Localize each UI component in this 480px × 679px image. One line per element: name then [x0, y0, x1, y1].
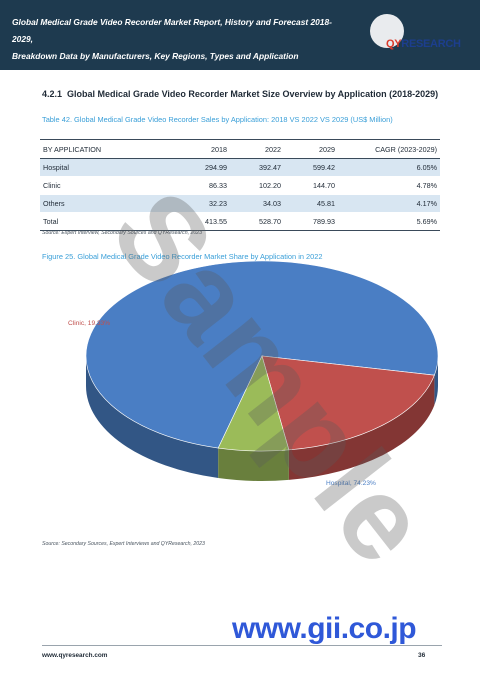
logo-globe-icon [370, 14, 404, 48]
report-title-line-1: Global Medical Grade Video Recorder Mark… [12, 17, 332, 44]
cell-cagr: 4.78% [338, 176, 440, 195]
row-name: Hospital [40, 158, 176, 177]
pie-slice-clinic [261, 355, 435, 451]
row-name: Others [40, 194, 176, 213]
report-title-line-2: Breakdown Data by Manufacturers, Key Reg… [12, 51, 299, 61]
column-header-cagr: CAGR (2023-2029) [338, 139, 440, 159]
cell-cagr: 5.69% [338, 212, 440, 231]
section-title-text: Global Medical Grade Video Recorder Mark… [67, 89, 439, 99]
row-name: Total [40, 212, 176, 231]
table-row: Others 32.23 34.03 45.81 4.17% [40, 194, 440, 213]
pie-slice-side-hospital [434, 356, 438, 406]
row-name: Clinic [40, 176, 176, 195]
section-heading: 4.2.1 Global Medical Grade Video Recorde… [42, 89, 438, 99]
cell-2022: 528.70 [230, 212, 284, 231]
pie-slice-side-clinic [288, 375, 435, 480]
cell-cagr: 4.17% [338, 194, 440, 213]
column-header-2022: 2022 [230, 139, 284, 159]
footer-divider [42, 645, 442, 646]
column-header-2029: 2029 [284, 139, 338, 159]
cell-2029: 789.93 [284, 212, 338, 231]
pie-label-hospital: Hospital, 74.23% [326, 480, 376, 487]
qyresearch-logo: QYRESEARCH [362, 12, 472, 60]
gii-watermark: www.gii.co.jp [232, 612, 417, 645]
report-title: Global Medical Grade Video Recorder Mark… [12, 14, 342, 65]
table-caption: Table 42. Global Medical Grade Video Rec… [42, 115, 393, 124]
cell-cagr: 6.05% [338, 158, 440, 177]
table-row: Hospital 294.99 392.47 599.42 6.05% [40, 158, 440, 177]
logo-suffix: RESEARCH [401, 38, 461, 50]
cell-2018: 413.55 [176, 212, 230, 231]
column-header-application: BY APPLICATION [40, 139, 176, 159]
logo-prefix: QY [386, 38, 402, 50]
cell-2018: 294.99 [176, 158, 230, 177]
column-header-2018: 2018 [176, 139, 230, 159]
pie-label-clinic: Clinic, 19.33% [68, 320, 111, 327]
pie-slice-others [217, 355, 290, 452]
cell-2022: 102.20 [230, 176, 284, 195]
footer-url: www.qyresearch.com [42, 652, 108, 659]
cell-2029: 45.81 [284, 194, 338, 213]
cell-2029: 599.42 [284, 158, 338, 177]
pie-slice-side-hospital [86, 356, 219, 479]
figure-source-note: Source: Secondary Sources, Expert Interv… [42, 541, 205, 547]
pie-slice-hospital [85, 260, 439, 449]
cell-2022: 34.03 [230, 194, 284, 213]
sales-by-application-table: BY APPLICATION 2018 2022 2029 CAGR (2023… [40, 139, 440, 231]
table-source-note: Source: Expert Interview, Secondary Sour… [42, 230, 203, 236]
figure-caption: Figure 25. Global Medical Grade Video Re… [42, 252, 323, 261]
section-number: 4.2.1 [42, 89, 63, 99]
cell-2022: 392.47 [230, 158, 284, 177]
table-header-row: BY APPLICATION 2018 2022 2029 CAGR (2023… [40, 139, 440, 159]
report-header: Global Medical Grade Video Recorder Mark… [0, 0, 480, 70]
table-row-total: Total 413.55 528.70 789.93 5.69% [40, 212, 440, 231]
cell-2018: 32.23 [176, 194, 230, 213]
cell-2018: 86.33 [176, 176, 230, 195]
cell-2029: 144.70 [284, 176, 338, 195]
page-number: 36 [418, 652, 426, 659]
pie-slice-side-others [218, 448, 289, 481]
table-row: Clinic 86.33 102.20 144.70 4.78% [40, 176, 440, 195]
